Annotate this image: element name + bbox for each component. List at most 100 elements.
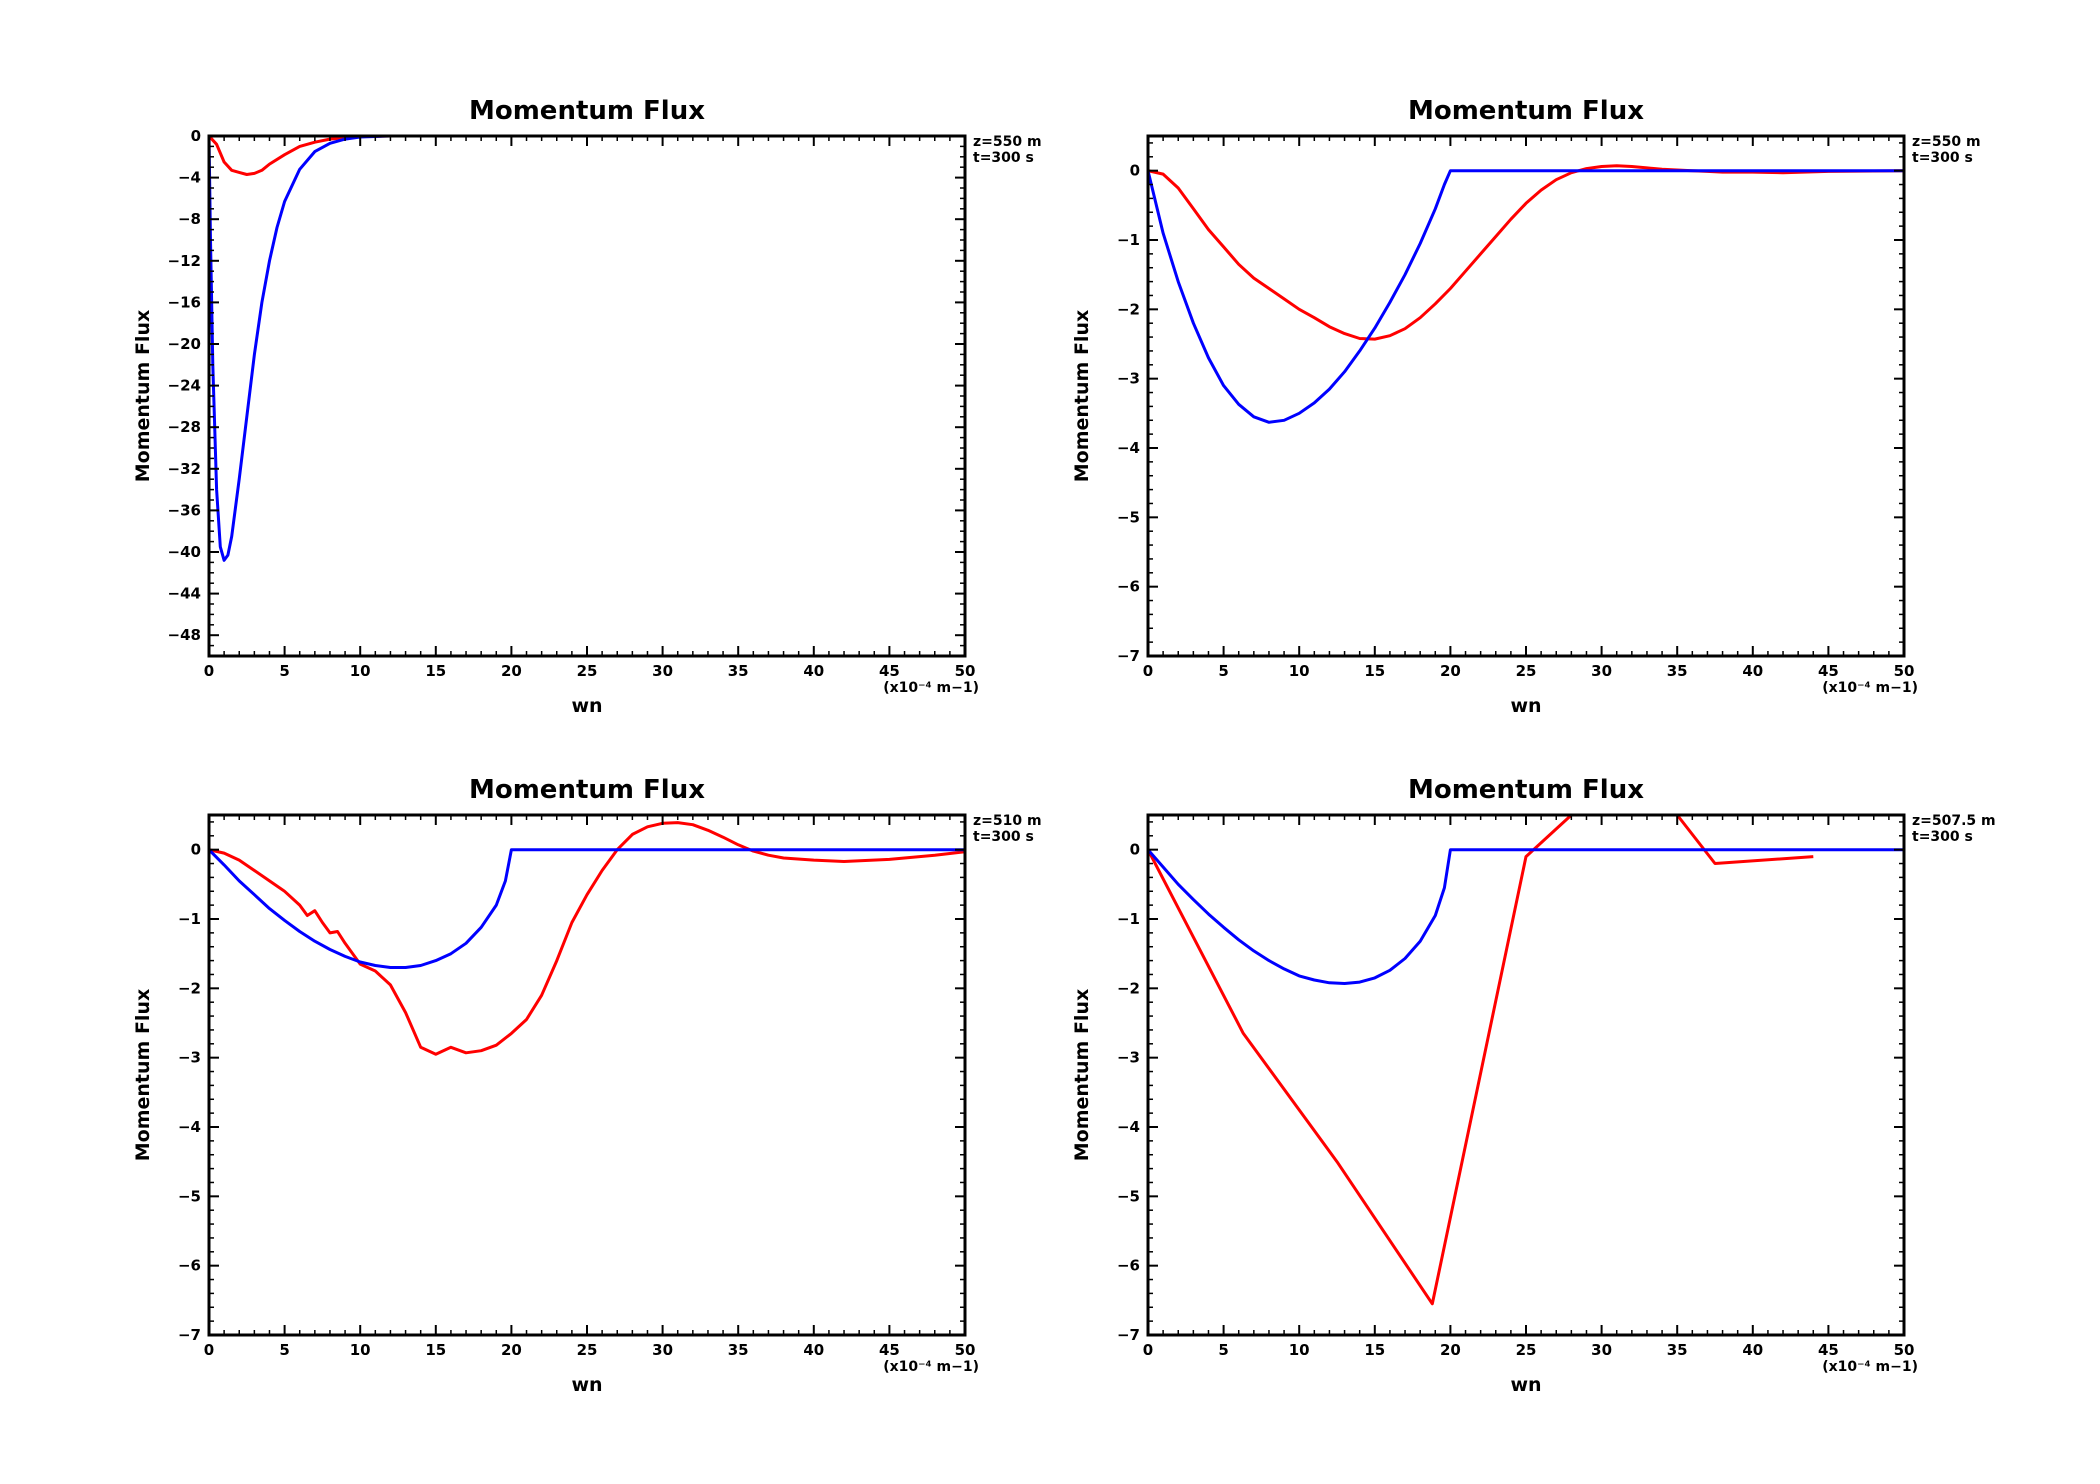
annotation-text: z=550 m xyxy=(1912,134,1981,150)
x-tick-label: 35 xyxy=(1667,1341,1688,1359)
x-tick-label: 45 xyxy=(879,662,900,680)
x-tick-label: 15 xyxy=(1364,662,1385,680)
x-tick-label: 45 xyxy=(879,1341,900,1359)
x-axis-label: wn xyxy=(571,695,602,717)
y-tick-label: −4 xyxy=(178,169,201,187)
x-tick-label: 5 xyxy=(279,1341,289,1359)
x-tick-label: 25 xyxy=(577,1341,598,1359)
x-tick-label: 5 xyxy=(1218,1341,1228,1359)
x-tick-label: 15 xyxy=(425,662,446,680)
y-axis-label: Momentum Flux xyxy=(1071,989,1093,1161)
x-tick-label: 50 xyxy=(1894,1341,1915,1359)
x-axis-unit: (x10⁻⁴ m−1) xyxy=(883,680,979,696)
y-tick-label: −1 xyxy=(1117,231,1140,249)
x-tick-label: 30 xyxy=(652,1341,673,1359)
y-tick-label: −20 xyxy=(168,335,201,353)
y-tick-label: −4 xyxy=(1117,439,1140,457)
x-tick-label: 15 xyxy=(425,1341,446,1359)
x-tick-label: 0 xyxy=(204,662,214,680)
x-tick-label: 35 xyxy=(728,1341,749,1359)
y-tick-label: −8 xyxy=(178,210,201,228)
x-axis-unit: (x10⁻⁴ m−1) xyxy=(1822,1359,1918,1375)
x-axis-label: wn xyxy=(1510,695,1541,717)
y-axis-label: Momentum Flux xyxy=(1071,310,1093,482)
y-tick-label: −24 xyxy=(168,377,201,395)
y-tick-label: −3 xyxy=(178,1049,201,1067)
chart-panel-4: 0 5 10 15 20 25 30 35 40 45 50 0 −1 −2 −3 −4 −5 −6 −7 Momen… xyxy=(1071,775,1996,1396)
series-line-1 xyxy=(1148,164,1904,341)
x-tick-label: 5 xyxy=(279,662,289,680)
annotation-text: t=300 s xyxy=(1912,150,1973,166)
x-tick-label: 10 xyxy=(1289,1341,1310,1359)
y-tick-label: −7 xyxy=(1117,1326,1140,1344)
x-tick-label: 10 xyxy=(350,1341,371,1359)
y-tick-label: −5 xyxy=(1117,508,1140,526)
y-tick-label: −2 xyxy=(1117,300,1140,318)
x-tick-label: 25 xyxy=(1516,1341,1537,1359)
series-line-2 xyxy=(209,848,965,969)
x-tick-label: 35 xyxy=(728,662,749,680)
y-tick-label: −40 xyxy=(168,543,201,561)
x-tick-label: 20 xyxy=(501,662,522,680)
x-tick-label: 5 xyxy=(1218,662,1228,680)
x-axis-label: wn xyxy=(1510,1374,1541,1396)
y-tick-label: −1 xyxy=(178,910,201,928)
plot-frame xyxy=(1146,134,1906,658)
y-tick-label: 0 xyxy=(191,841,201,859)
x-tick-label: 25 xyxy=(1516,662,1537,680)
x-tick-label: 50 xyxy=(955,662,976,680)
x-tick-label: 30 xyxy=(1591,662,1612,680)
y-tick-label: −36 xyxy=(168,501,201,519)
y-tick-label: −6 xyxy=(178,1257,201,1275)
y-tick-label: −4 xyxy=(1117,1118,1140,1136)
x-tick-label: 20 xyxy=(1440,1341,1461,1359)
chart-title: Momentum Flux xyxy=(1408,775,1644,805)
y-tick-label: −4 xyxy=(178,1118,201,1136)
y-tick-label: −16 xyxy=(168,293,201,311)
x-tick-label: 25 xyxy=(577,662,598,680)
y-tick-label: −5 xyxy=(1117,1187,1140,1205)
x-tick-label: 40 xyxy=(1742,662,1763,680)
x-tick-label: 10 xyxy=(350,662,371,680)
annotation-text: t=300 s xyxy=(973,150,1034,166)
y-tick-label: −3 xyxy=(1117,1049,1140,1067)
y-tick-label: −12 xyxy=(168,252,201,270)
x-tick-label: 35 xyxy=(1667,662,1688,680)
chart-panel-2: 0 5 10 15 20 25 30 35 40 45 50 0 −1 −2 −3 −4 −5 −6 −7 Momen… xyxy=(1071,96,1981,717)
y-tick-label: −2 xyxy=(1117,979,1140,997)
x-axis-unit: (x10⁻⁴ m−1) xyxy=(1822,680,1918,696)
y-tick-label: −6 xyxy=(1117,1257,1140,1275)
chart-title: Momentum Flux xyxy=(469,96,705,126)
x-tick-label: 40 xyxy=(1742,1341,1763,1359)
y-tick-label: −44 xyxy=(168,585,201,603)
chart-panel-3: 0 5 10 15 20 25 30 35 40 45 50 0 −1 −2 −3 −4 −5 −6 −7 Momen… xyxy=(132,775,1042,1396)
annotation-text: z=510 m xyxy=(973,813,1042,829)
chart-panel-1: 0 5 10 15 20 25 30 35 40 45 50 0 −4 −8 −12 −16 −20 −24 −28… xyxy=(132,96,1042,717)
x-axis-label: wn xyxy=(571,1374,602,1396)
annotation-text: z=507.5 m xyxy=(1912,813,1996,829)
series-line-1 xyxy=(209,136,965,176)
series-line-2 xyxy=(1148,169,1904,424)
chart-title: Momentum Flux xyxy=(469,775,705,805)
series-line-1 xyxy=(1148,815,1814,1306)
y-tick-label: −1 xyxy=(1117,910,1140,928)
x-tick-label: 40 xyxy=(803,662,824,680)
y-tick-label: −32 xyxy=(168,460,201,478)
annotation-text: z=550 m xyxy=(973,134,1042,150)
x-tick-label: 15 xyxy=(1364,1341,1385,1359)
plot-frame xyxy=(207,134,967,658)
y-axis-label: Momentum Flux xyxy=(132,310,154,482)
x-tick-label: 20 xyxy=(501,1341,522,1359)
y-tick-label: −3 xyxy=(1117,370,1140,388)
series-line-2 xyxy=(209,136,965,562)
x-tick-label: 40 xyxy=(803,1341,824,1359)
x-tick-label: 30 xyxy=(652,662,673,680)
x-tick-label: 10 xyxy=(1289,662,1310,680)
y-tick-label: −28 xyxy=(168,418,201,436)
y-tick-label: −7 xyxy=(1117,647,1140,665)
y-tick-label: 0 xyxy=(191,127,201,145)
y-tick-label: −7 xyxy=(178,1326,201,1344)
x-axis-unit: (x10⁻⁴ m−1) xyxy=(883,1359,979,1375)
y-axis-label: Momentum Flux xyxy=(132,989,154,1161)
